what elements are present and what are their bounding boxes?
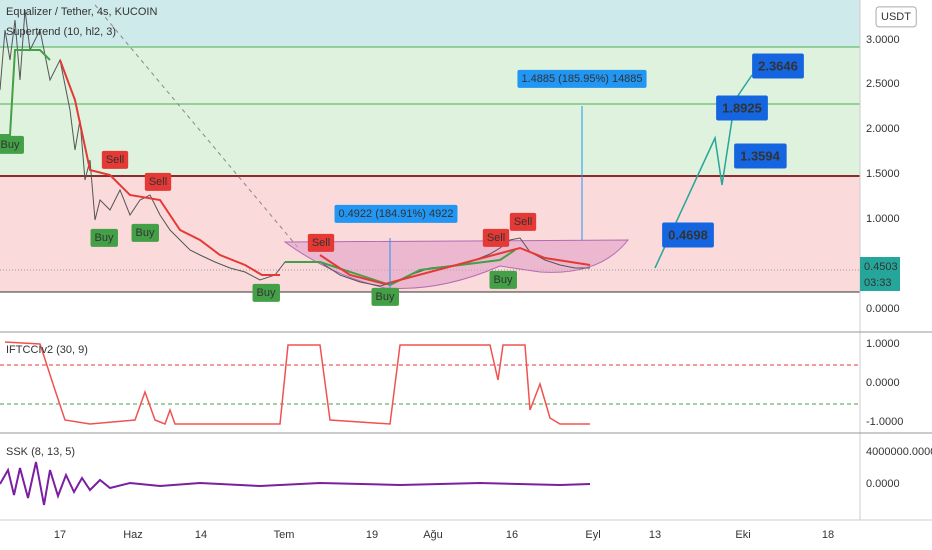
price-tick: 2.5000 <box>866 78 900 90</box>
sell-signal-bg <box>101 150 129 169</box>
time-tick: 14 <box>195 529 207 541</box>
price-tick: 2.0000 <box>866 123 900 135</box>
projection <box>654 74 753 269</box>
ssk-label: SSK (8, 13, 5) <box>6 446 75 458</box>
target-label: 2.3646 <box>758 58 798 73</box>
time-tick: Eyl <box>585 529 600 541</box>
buy-signal: Buy <box>1 139 20 151</box>
time-tick: 19 <box>366 529 378 541</box>
sell-signal: Sell <box>514 216 532 228</box>
target-label-bg <box>716 95 768 121</box>
supertrend-up <box>0 49 51 136</box>
zone-top <box>0 0 860 47</box>
target-label: 1.8925 <box>722 100 762 115</box>
sell-signal: Sell <box>106 154 124 166</box>
sell-signal-bg <box>144 172 172 191</box>
price-tick: 0.0000 <box>866 303 900 315</box>
time-tick: Eki <box>735 529 750 541</box>
sell-signal-bg <box>307 233 335 252</box>
sell-signal: Sell <box>487 232 505 244</box>
osc-tick: 0.0000 <box>866 377 900 389</box>
sell-signal-bg <box>509 212 537 231</box>
measure-label-bg <box>334 204 458 223</box>
trend-line <box>94 4 301 251</box>
osc-tick: 1.0000 <box>866 338 900 350</box>
buy-signal-bg <box>131 223 159 242</box>
price-tick: 3.0000 <box>866 34 900 46</box>
sell-signal: Sell <box>312 237 330 249</box>
osc-tick: -1.0000 <box>866 416 903 428</box>
last-price-box <box>860 257 900 291</box>
currency-box <box>875 6 917 28</box>
buy-signal: Buy <box>494 274 513 286</box>
sell-signal: Sell <box>149 176 167 188</box>
time-tick: 13 <box>649 529 661 541</box>
time-tick: Tem <box>274 529 295 541</box>
time-tick: 18 <box>822 529 834 541</box>
oscillator-line <box>4 341 590 425</box>
symbol: Equalizer / Tether, 4s, KUCOIN <box>6 6 157 18</box>
ssk-tick: 0.0000 <box>866 478 900 490</box>
currency: USDT <box>881 11 911 23</box>
buy-signal-bg <box>90 228 118 247</box>
sell-signal-bg <box>482 228 510 247</box>
buy-signal-bg <box>371 287 399 306</box>
target-label-bg <box>752 53 804 79</box>
supertrend-down <box>59 59 280 276</box>
target-label-bg <box>662 222 714 248</box>
target-label: 0.4698 <box>668 227 708 242</box>
buy-signal: Buy <box>136 227 155 239</box>
time-tick: 16 <box>506 529 518 541</box>
buy-signal: Buy <box>95 232 114 244</box>
osc-label: IFTCCIv2 (30, 9) <box>6 344 88 356</box>
time-tick: Ağu <box>423 529 443 541</box>
ssk-line <box>0 461 591 506</box>
buy-signal: Buy <box>257 287 276 299</box>
buy-signal-bg <box>252 283 280 302</box>
time-tick: 17 <box>54 529 66 541</box>
buy-signal: Buy <box>376 291 395 303</box>
price-tick: 1.5000 <box>866 168 900 180</box>
measure-label: 0.4922 (184.91%) 4922 <box>339 208 454 220</box>
target-label-bg <box>734 143 787 169</box>
supertrend-up-2 <box>285 249 516 287</box>
measure-label-bg <box>517 69 647 88</box>
supertrend-down-2 <box>319 246 591 286</box>
measure-label: 1.4885 (185.95%) 14885 <box>521 73 642 85</box>
target-label: 1.3594 <box>740 148 781 163</box>
time-tick: Haz <box>123 529 143 541</box>
last-price: 0.4503 <box>864 261 898 273</box>
ssk-tick: 4000000.0000 <box>866 446 932 458</box>
price-tick: 1.0000 <box>866 213 900 225</box>
indicator: Supertrend (10, hl2, 3) <box>6 26 116 38</box>
buy-signal-bg <box>489 270 517 289</box>
countdown: 03:33 <box>864 277 892 289</box>
buy-signal-bg <box>0 135 24 154</box>
